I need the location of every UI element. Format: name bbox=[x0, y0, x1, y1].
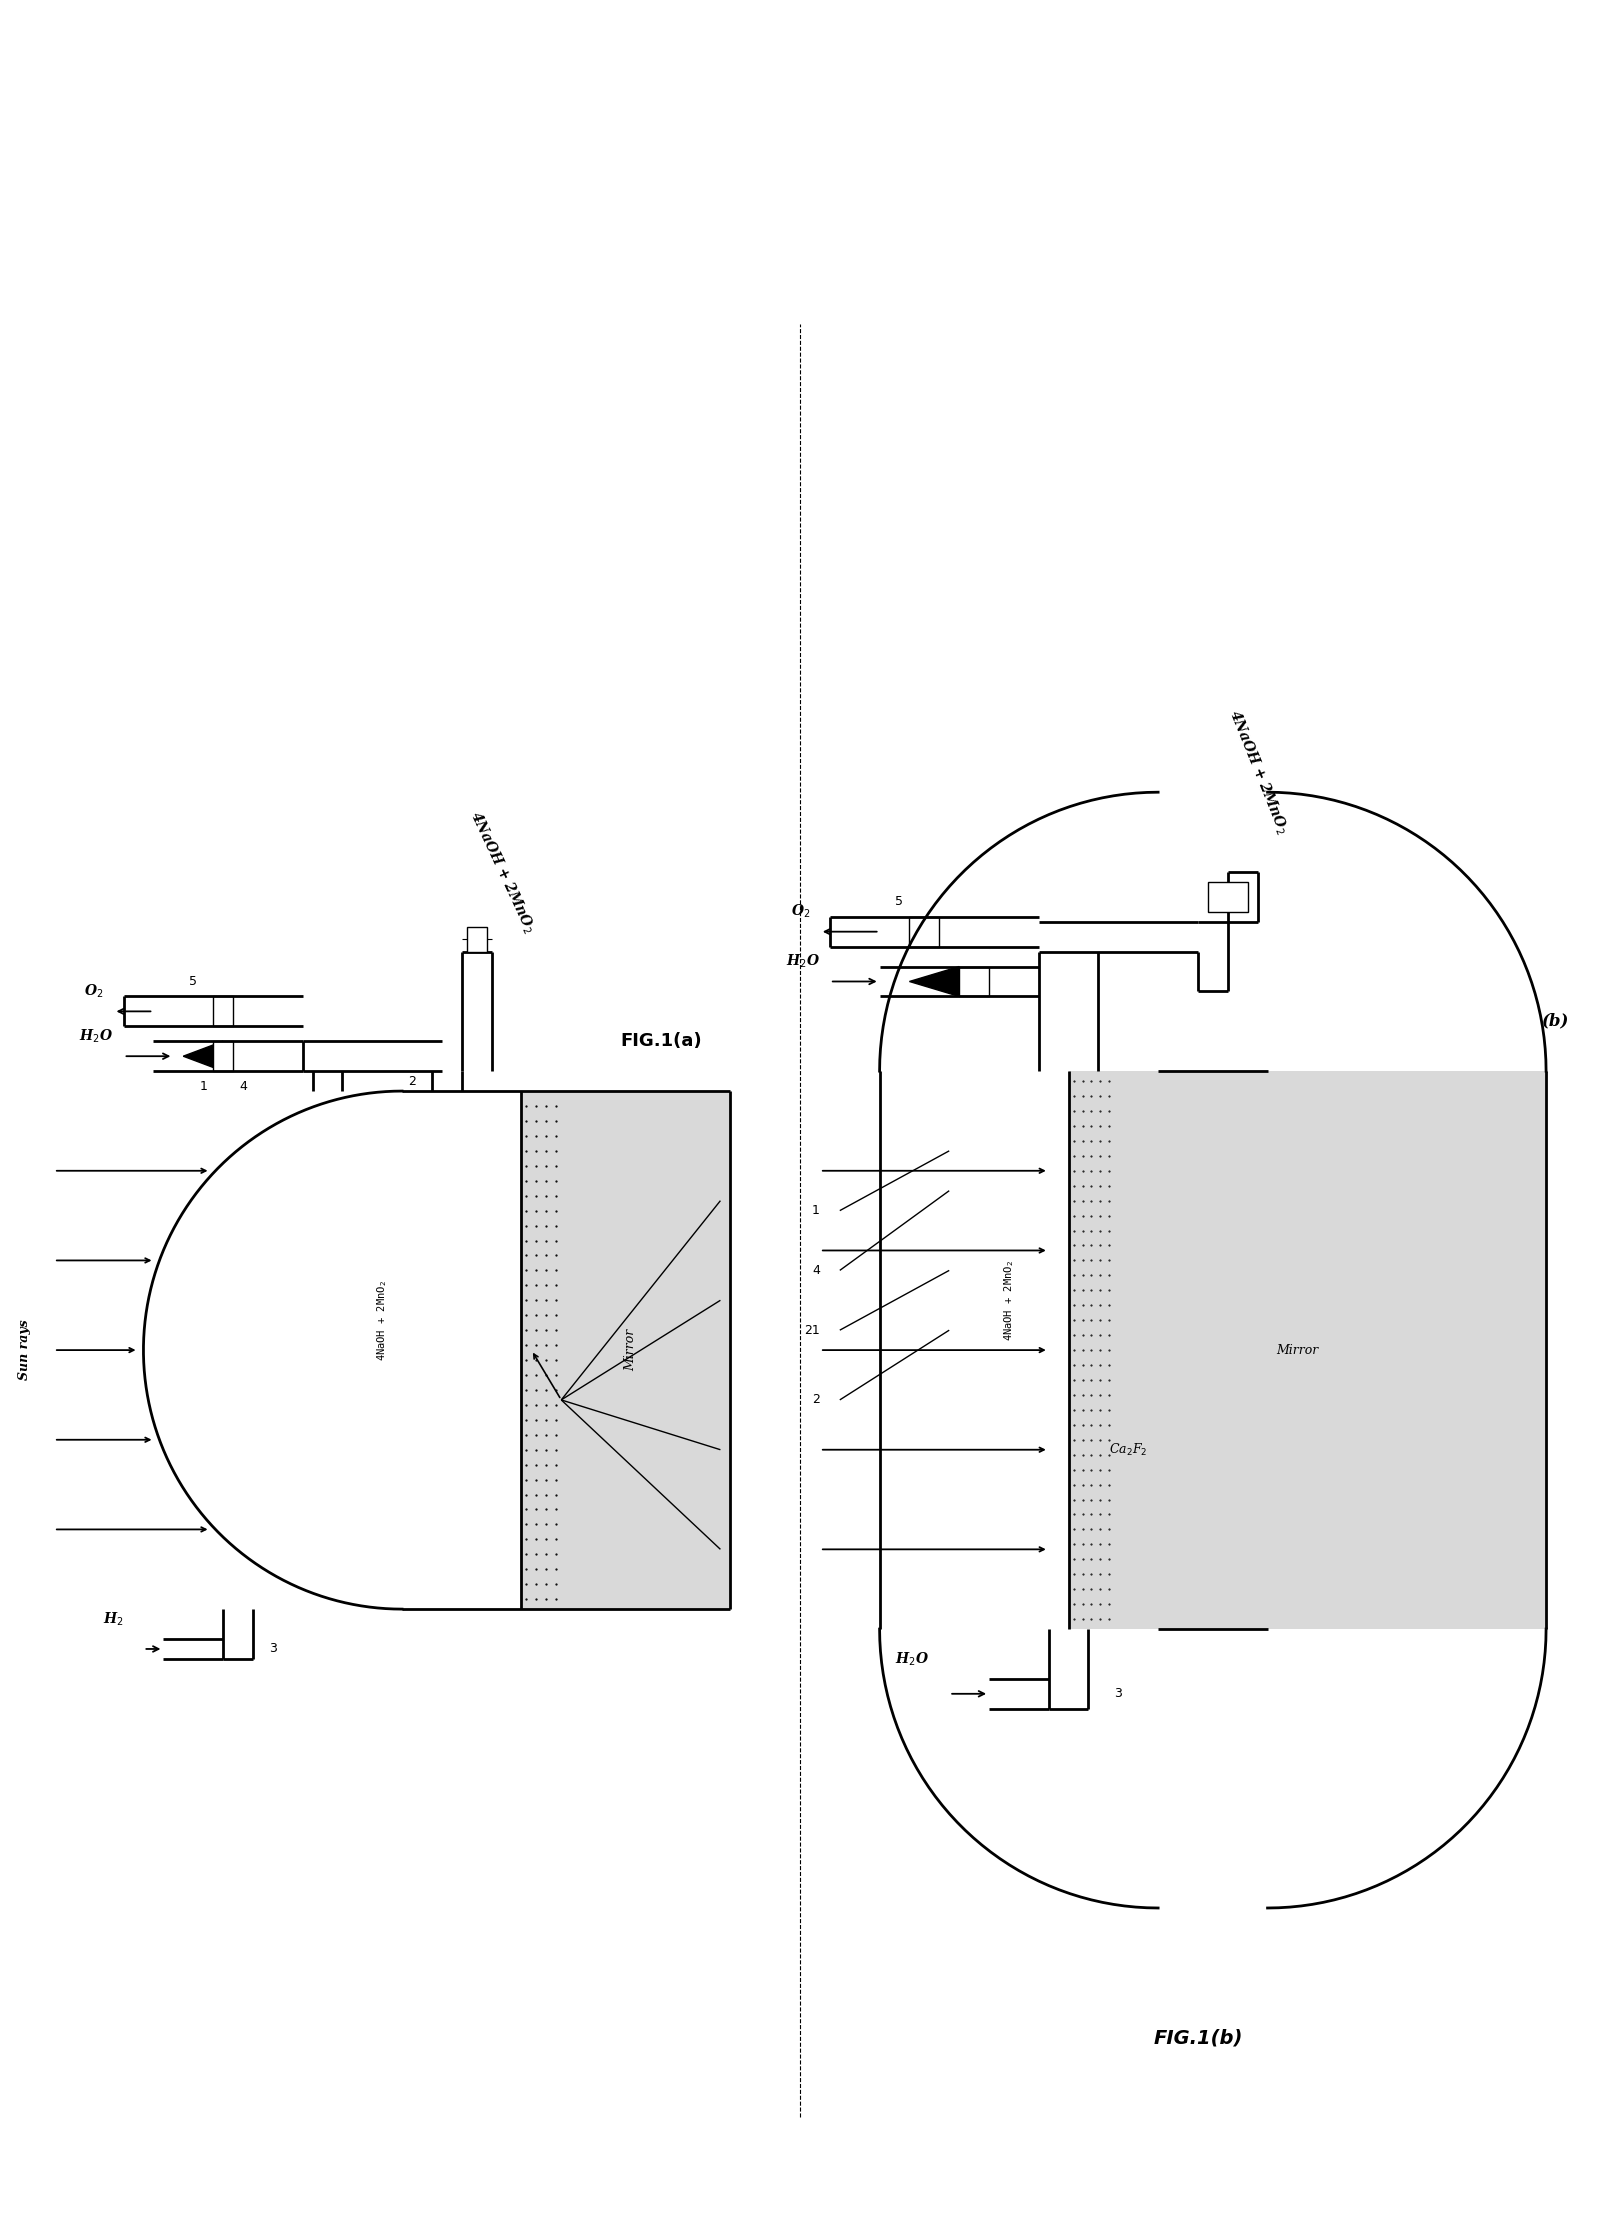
Bar bbox=[1069, 1071, 1546, 1628]
Text: 3: 3 bbox=[1114, 1688, 1122, 1701]
Text: H$_2$O: H$_2$O bbox=[80, 1028, 114, 1044]
Text: 4: 4 bbox=[238, 1079, 246, 1093]
Bar bbox=[213, 997, 234, 1026]
Text: Sun rays: Sun rays bbox=[18, 1319, 30, 1381]
Text: 4NaOH + 2MnO$_2$: 4NaOH + 2MnO$_2$ bbox=[1002, 1259, 1016, 1341]
Bar bbox=[213, 1042, 234, 1071]
Text: 4: 4 bbox=[813, 1264, 819, 1277]
Text: Ca$_2$F$_2$: Ca$_2$F$_2$ bbox=[1109, 1441, 1147, 1457]
Text: 1: 1 bbox=[813, 1204, 819, 1217]
Bar bbox=[909, 917, 939, 946]
Bar bbox=[522, 1091, 730, 1610]
Text: 3: 3 bbox=[269, 1644, 277, 1655]
Text: H$_2$O: H$_2$O bbox=[894, 1650, 930, 1668]
Text: Mirror: Mirror bbox=[1277, 1344, 1318, 1357]
Polygon shape bbox=[909, 966, 958, 997]
Text: O$_2$: O$_2$ bbox=[85, 982, 104, 999]
Text: H$_2$: H$_2$ bbox=[102, 1610, 123, 1628]
Bar bbox=[958, 966, 989, 997]
Text: 4NaOH + 2MnO$_2$: 4NaOH + 2MnO$_2$ bbox=[1224, 708, 1291, 837]
Text: H$_2$O: H$_2$O bbox=[786, 953, 819, 971]
Text: 1: 1 bbox=[198, 1079, 206, 1093]
Text: 4NaOH + 2MnO$_2$: 4NaOH + 2MnO$_2$ bbox=[376, 1279, 389, 1361]
Text: FIG.1(b): FIG.1(b) bbox=[1154, 2028, 1243, 2048]
Text: 2: 2 bbox=[813, 1393, 819, 1406]
Bar bbox=[1208, 882, 1248, 913]
Text: (b): (b) bbox=[1542, 1013, 1570, 1031]
Text: 5: 5 bbox=[896, 895, 904, 908]
Text: 5: 5 bbox=[189, 975, 197, 988]
Polygon shape bbox=[184, 1042, 222, 1071]
Text: 21: 21 bbox=[805, 1324, 819, 1337]
Text: FIG.1(a): FIG.1(a) bbox=[619, 1033, 701, 1051]
Text: 4NaOH + 2MnO$_2$: 4NaOH + 2MnO$_2$ bbox=[466, 808, 538, 935]
Text: O$_2$: O$_2$ bbox=[790, 904, 810, 919]
Text: Mirror: Mirror bbox=[624, 1328, 637, 1370]
Text: 2: 2 bbox=[408, 1075, 416, 1088]
Bar bbox=[467, 926, 486, 951]
